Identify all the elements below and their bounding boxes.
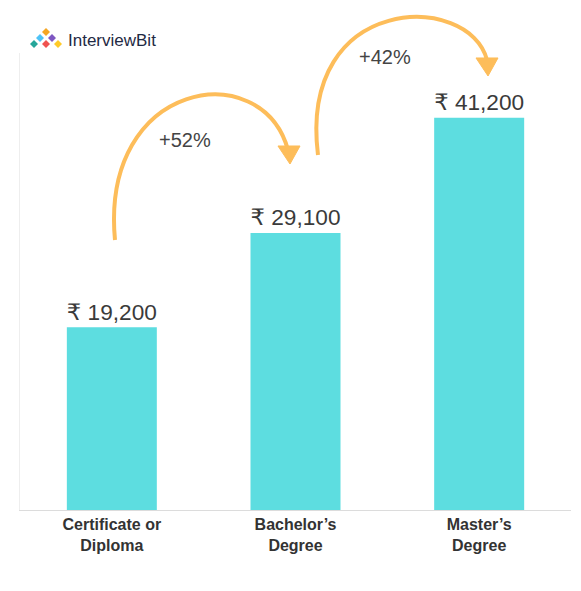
- svg-text:InterviewBit: InterviewBit: [68, 31, 156, 50]
- svg-text:+42%: +42%: [359, 46, 411, 68]
- svg-text:Master’sDegree: Master’sDegree: [447, 516, 512, 554]
- svg-text:₹ 41,200: ₹ 41,200: [434, 89, 524, 115]
- svg-text:Certificate orDiploma: Certificate orDiploma: [62, 516, 161, 554]
- svg-text:Bachelor’sDegree: Bachelor’sDegree: [255, 516, 337, 554]
- svg-text:+52%: +52%: [159, 129, 211, 151]
- svg-text:₹ 19,200: ₹ 19,200: [67, 299, 157, 325]
- svg-text:₹ 29,100: ₹ 29,100: [251, 204, 341, 230]
